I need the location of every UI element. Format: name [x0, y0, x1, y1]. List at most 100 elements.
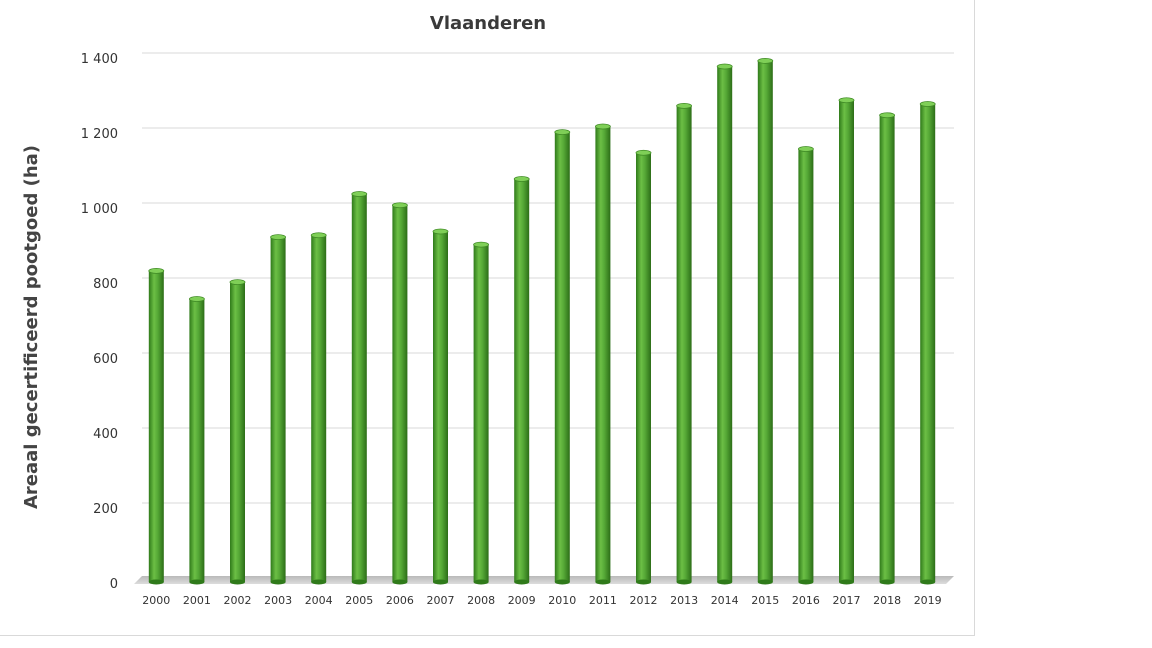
bar-body — [148, 270, 164, 582]
bar-cap — [757, 57, 774, 64]
bar — [676, 102, 692, 585]
bar — [513, 176, 530, 585]
bar-base — [433, 579, 448, 585]
x-tick-label: 2016 — [792, 594, 820, 607]
bar-cap — [270, 234, 287, 241]
x-tick-label: 2007 — [427, 594, 455, 607]
bar — [716, 63, 733, 585]
bar-base — [879, 579, 895, 585]
bar-cap — [391, 202, 408, 209]
bar-body — [351, 194, 367, 582]
bars — [148, 57, 936, 585]
bar-body — [595, 126, 611, 582]
bar-body — [514, 179, 530, 582]
x-tick-label: 2004 — [305, 594, 333, 607]
bar-base — [351, 579, 367, 585]
bar-base — [717, 579, 733, 585]
bar-body — [433, 231, 448, 582]
bar — [148, 267, 165, 585]
bar-body — [270, 237, 286, 582]
bar — [310, 232, 327, 585]
y-tick-label: 1 400 — [81, 52, 118, 67]
bar — [757, 57, 774, 585]
x-tick-label: 2011 — [589, 594, 617, 607]
bar-base — [757, 579, 773, 585]
bar-body — [839, 100, 854, 582]
x-tick-label: 2014 — [711, 594, 739, 607]
bar — [798, 146, 814, 585]
bar — [229, 279, 246, 585]
bar-base — [311, 579, 327, 585]
bar-base — [270, 579, 286, 585]
bar — [391, 202, 408, 585]
bar-cap — [798, 146, 814, 152]
bar — [838, 97, 855, 585]
x-tick-label: 2001 — [183, 594, 211, 607]
x-axis-ticks: 2000 2001 2002 2003 2004 2005 2006 2007 2008 2009… — [142, 594, 941, 607]
bar-cap — [554, 129, 571, 136]
bar-body — [757, 60, 773, 582]
x-tick-label: 2013 — [670, 594, 698, 607]
bar-base — [392, 579, 408, 585]
bar — [879, 112, 895, 585]
bar-cap — [716, 63, 733, 70]
y-tick-label: 200 — [93, 502, 118, 517]
chart-floor — [134, 576, 954, 584]
bar-base — [514, 579, 530, 585]
x-tick-label: 2012 — [630, 594, 658, 607]
bar-cap — [473, 241, 490, 248]
y-tick-label: 800 — [93, 277, 118, 292]
bar-body — [717, 66, 733, 582]
bar-cap — [919, 101, 936, 107]
bar-cap — [838, 97, 855, 104]
bar-base — [676, 579, 692, 585]
y-axis-label: Areaal gecertificeerd pootgoed (ha) — [21, 145, 42, 509]
bar-base — [595, 579, 611, 585]
bar — [919, 101, 936, 585]
x-tick-label: 2008 — [467, 594, 495, 607]
bar-base — [554, 579, 570, 585]
bar-body — [676, 105, 692, 582]
bar-cap — [879, 112, 895, 119]
y-tick-label: 1 000 — [81, 202, 118, 217]
bar-base — [473, 579, 489, 585]
bar — [270, 234, 287, 585]
x-tick-label: 2000 — [142, 594, 170, 607]
bar-body — [920, 104, 936, 582]
bar-base — [189, 579, 205, 585]
bar — [554, 129, 571, 585]
bar — [351, 191, 368, 585]
x-tick-label: 2006 — [386, 594, 414, 607]
y-tick-label: 600 — [93, 352, 118, 367]
bar-base — [230, 579, 245, 585]
x-tick-label: 2017 — [833, 594, 861, 607]
bar-cap — [513, 176, 530, 182]
x-tick-label: 2018 — [873, 594, 901, 607]
bar-body — [189, 299, 205, 582]
bar-body — [230, 282, 245, 582]
y-tick-label: 0 — [110, 577, 118, 592]
bar — [595, 123, 611, 585]
bar — [432, 228, 449, 585]
bar-cap — [351, 191, 368, 197]
bar-cap — [310, 232, 327, 239]
bar-body — [392, 205, 408, 582]
bar-base — [636, 579, 651, 585]
bar — [473, 241, 490, 585]
bar-cap — [188, 296, 205, 302]
bar-base — [920, 579, 936, 585]
x-tick-label: 2015 — [751, 594, 779, 607]
x-tick-label: 2005 — [345, 594, 373, 607]
bar-cap — [676, 102, 692, 109]
bar-body — [473, 244, 489, 582]
chart-title: Vlaanderen — [430, 13, 546, 34]
bar-cap — [635, 149, 652, 156]
y-axis-ticks: 0 200 400 600 800 1 000 1 200 1 400 — [81, 52, 118, 592]
bar-base — [839, 579, 854, 585]
bar-cap — [229, 279, 246, 286]
gridlines — [142, 52, 954, 504]
x-tick-label: 2002 — [224, 594, 252, 607]
bar-body — [554, 132, 570, 582]
bar-body — [636, 152, 651, 582]
